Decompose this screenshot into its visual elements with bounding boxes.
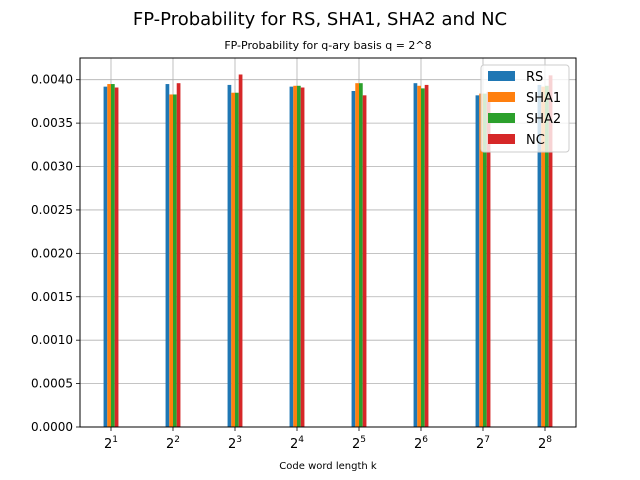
bar-sha2 — [359, 83, 363, 427]
bar-rs — [165, 84, 170, 427]
bar-nc — [176, 83, 181, 427]
y-tick-label: 0.0010 — [31, 333, 73, 347]
bar-rs — [227, 84, 232, 428]
bar-rs — [537, 84, 542, 428]
bar-sha1 — [541, 86, 545, 427]
bar-sha1 — [169, 94, 173, 427]
legend-swatch-rs — [488, 71, 515, 81]
bars-group — [103, 74, 553, 428]
x-tick-label: 27 — [476, 435, 490, 452]
x-tick-label: 23 — [228, 435, 242, 452]
y-axis: 0.0000 0.0005 0.0010 0.0015 0.0020 0.0025 0.00… — [31, 73, 80, 434]
x-tick-label: 26 — [414, 435, 428, 452]
bar-nc — [114, 87, 119, 428]
bar-sha1 — [107, 84, 111, 427]
bar-sha2 — [297, 85, 301, 427]
bar-sha2 — [235, 92, 239, 428]
y-tick-label: 0.0040 — [31, 73, 73, 87]
plot-frame — [79, 57, 577, 428]
legend-swatch-sha1 — [488, 92, 515, 102]
y-tick-label: 0.0015 — [31, 290, 73, 304]
y-tick-label: 0.0005 — [31, 377, 73, 391]
y-tick-label: 0.0035 — [31, 116, 73, 130]
bar-sha2 — [421, 88, 425, 427]
bar-sha1 — [293, 85, 297, 427]
x-tick-label: 22 — [166, 435, 180, 452]
legend-label-sha1: SHA1 — [526, 91, 561, 106]
bar-sha2 — [545, 85, 549, 427]
x-axis-label: Code word length k — [279, 461, 377, 472]
bar-sha1 — [231, 92, 235, 428]
legend-swatch-sha2 — [488, 113, 515, 123]
bar-rs — [289, 86, 294, 427]
bar-rs — [351, 90, 356, 427]
bar-nc — [486, 91, 491, 427]
bar-sha2 — [173, 94, 177, 427]
chart-title: FP-Probability for RS, SHA1, SHA2 and NC — [133, 9, 507, 30]
legend-label-nc: NC — [526, 133, 545, 148]
x-tick-label: 25 — [352, 435, 366, 452]
bar-nc — [548, 75, 553, 427]
legend-label-rs: RS — [526, 70, 543, 85]
legend: RS SHA1 SHA2 NC — [480, 64, 570, 153]
bar-sha1 — [479, 93, 483, 427]
y-tick-label: 0.0025 — [31, 203, 73, 217]
bar-rs — [475, 95, 480, 428]
bar-nc — [362, 95, 367, 428]
legend-label-sha2: SHA2 — [526, 112, 561, 127]
x-tick-label: 28 — [538, 435, 552, 452]
y-tick-label: 0.0030 — [31, 160, 73, 174]
y-tick-label: 0.0000 — [31, 420, 73, 434]
legend-swatch-nc — [488, 134, 515, 144]
x-tick-label: 24 — [290, 435, 304, 452]
bar-sha2 — [483, 93, 487, 427]
bar-sha1 — [355, 83, 359, 427]
bar-nc — [424, 84, 429, 428]
x-axis: 21 22 23 24 25 26 27 28 — [104, 427, 552, 452]
bar-rs — [413, 83, 418, 427]
legend-box — [480, 64, 570, 153]
x-tick-label: 21 — [104, 435, 118, 452]
bar-nc — [238, 74, 243, 428]
chart-subtitle: FP-Probability for q-ary basis q = 2^8 — [224, 39, 431, 52]
bar-sha1 — [417, 85, 421, 427]
bar-sha2 — [111, 84, 115, 427]
bar-nc — [300, 87, 305, 428]
y-tick-label: 0.0020 — [31, 246, 73, 260]
legend-items: RS SHA1 SHA2 NC — [488, 70, 561, 148]
bar-rs — [103, 86, 108, 427]
